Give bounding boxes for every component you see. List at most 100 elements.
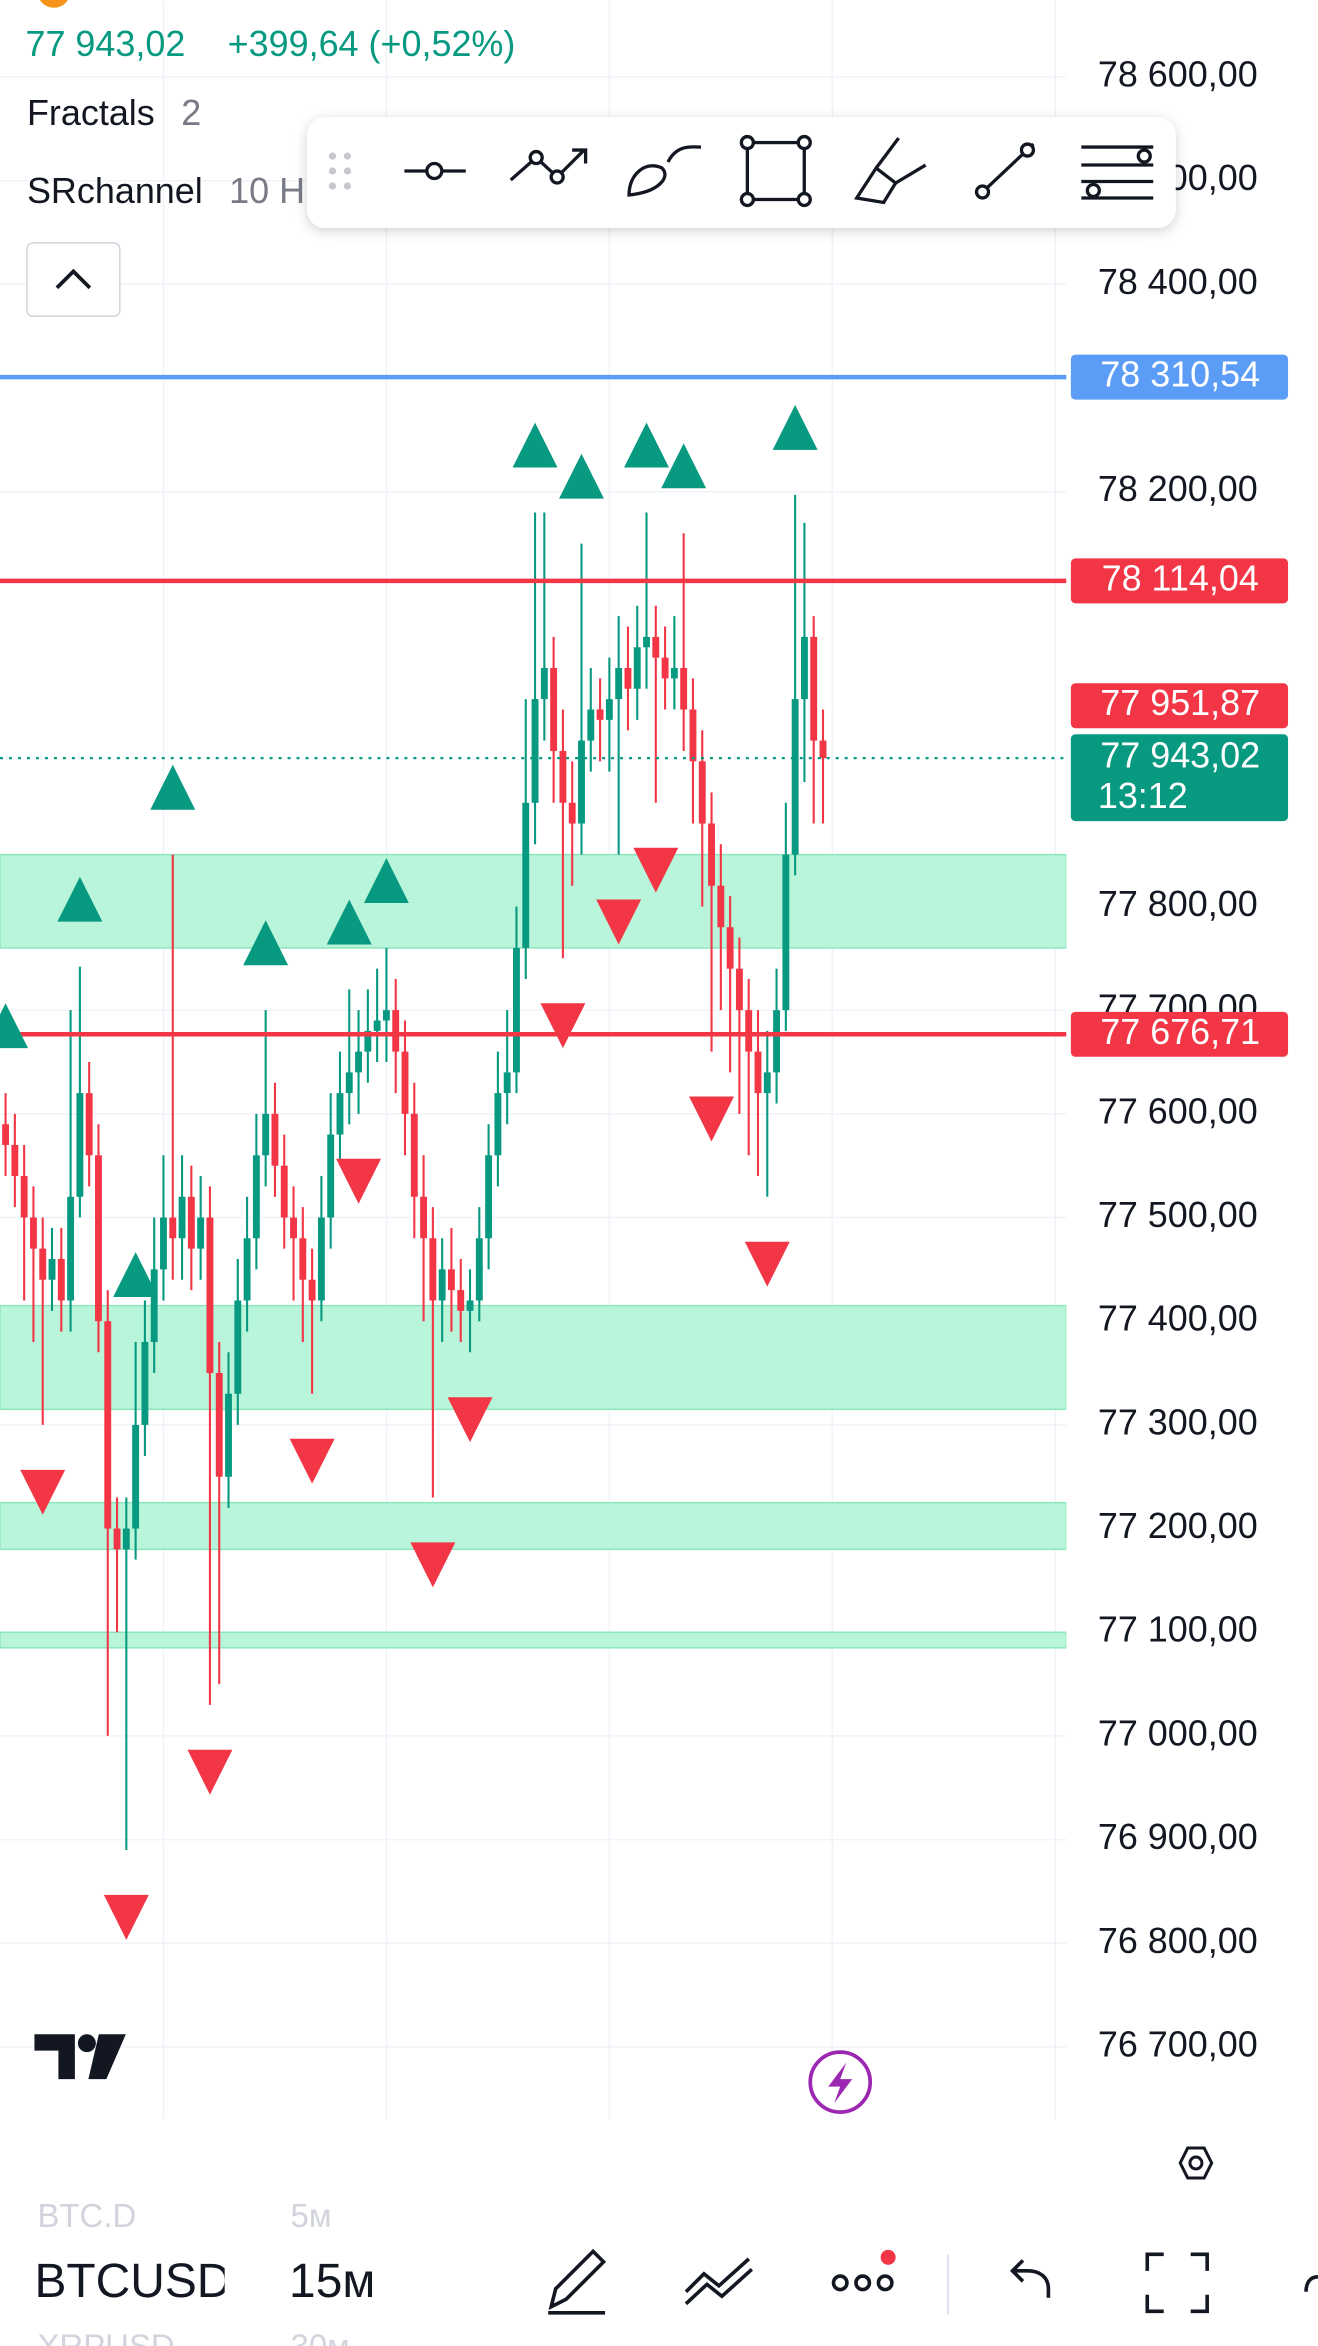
candle-body (39, 1248, 47, 1280)
candle-body (215, 1373, 223, 1477)
symbol[interactable]: BTCUSD (34, 2255, 231, 2308)
candle-body (615, 667, 623, 700)
lightning-button[interactable] (808, 2050, 873, 2114)
fractal-down (689, 1096, 735, 1142)
brush-tool[interactable] (627, 145, 701, 197)
sr-zone (0, 1501, 1067, 1551)
candle-body (280, 1165, 288, 1218)
price-label-box (1070, 558, 1289, 604)
candle-body (20, 1176, 28, 1218)
candle-body (661, 657, 669, 679)
candle-body (2, 1124, 10, 1145)
candle-body (745, 1010, 753, 1052)
candle-body (754, 1051, 762, 1094)
indicator-name[interactable]: Fractals (27, 92, 155, 133)
candle-body (11, 1144, 19, 1177)
rectangle-tool[interactable] (739, 134, 812, 208)
candle-body (773, 1010, 781, 1073)
candle-body (85, 1093, 93, 1156)
fullscreen-button[interactable] (1145, 2252, 1209, 2314)
draw-button[interactable] (548, 2248, 607, 2315)
fractal-down (187, 1749, 233, 1795)
x-tick-label: 06:00 (564, 2141, 654, 2182)
candle-body (503, 1072, 511, 1094)
indicator-name[interactable]: SRchannel (27, 170, 203, 211)
candle-body (345, 1072, 353, 1094)
candle-body (336, 1093, 344, 1135)
settings-button[interactable] (1178, 2146, 1214, 2180)
candle-body (540, 667, 548, 700)
candle-body (578, 740, 585, 824)
y-tick-label: 77 200,00 (1098, 1505, 1258, 1546)
more-button[interactable] (831, 2274, 894, 2292)
fractal-up (624, 422, 669, 468)
bottom-bar: BTC.D 5м BTCUSD 15м XRPUSD 30м (0, 2197, 1318, 2346)
candle-body (150, 1269, 158, 1342)
tradingview-logo[interactable] (34, 2034, 126, 2080)
candle-body (290, 1217, 297, 1239)
candle-body (197, 1217, 205, 1249)
fractal-down (289, 1438, 335, 1484)
candle-body (457, 1290, 465, 1311)
x-tick-label: 21 (366, 2141, 406, 2182)
y-tick-label: 78 400,00 (1098, 261, 1258, 302)
price-label: 77 676,71 (1100, 1011, 1260, 1052)
fractal-up (243, 920, 289, 966)
candle-body (438, 1269, 446, 1301)
indicators-button[interactable] (684, 2257, 754, 2306)
candle-body (652, 636, 660, 658)
interval[interactable]: 15м (289, 2255, 375, 2308)
collapse-button[interactable] (26, 242, 121, 318)
candle-body (726, 927, 734, 969)
fractal-down (596, 899, 642, 945)
candle-body (243, 1238, 251, 1301)
candle-body (698, 761, 706, 824)
indicator-params[interactable]: 10 H (229, 170, 305, 211)
x-tick-label: 18:00 (119, 2141, 209, 2182)
more-tools[interactable] (1304, 2275, 1318, 2292)
candle-body (800, 636, 808, 700)
candle-body (708, 823, 715, 886)
indicator-params[interactable]: 2 (181, 92, 201, 133)
highlighter-tool[interactable] (853, 137, 927, 205)
candle-body (587, 709, 595, 741)
candle-body (401, 1051, 409, 1114)
y-tick-label: 76 800,00 (1098, 1920, 1258, 1961)
candle-body (596, 709, 604, 720)
candle-body (160, 1217, 167, 1270)
drag-handle[interactable] (328, 152, 352, 190)
symbol-option[interactable]: XRPUSD (37, 2327, 174, 2346)
price-label-box (1070, 354, 1289, 400)
symbol-icon (39, 0, 68, 8)
candle-body (410, 1113, 418, 1197)
candle-body (466, 1300, 474, 1311)
undo-button[interactable] (1009, 2259, 1051, 2298)
candle-body (122, 1528, 130, 1550)
candle-body (420, 1196, 428, 1239)
fib-tool[interactable] (1081, 145, 1154, 200)
y-tick-label: 76 700,00 (1098, 2023, 1258, 2064)
candle-body (791, 699, 799, 855)
fractal-up (0, 1003, 29, 1049)
fractal-up (772, 404, 818, 450)
candle-body (262, 1113, 270, 1156)
interval-option[interactable]: 5м (291, 2197, 332, 2234)
trend-line-tool[interactable] (974, 142, 1036, 200)
fractal-down (540, 1003, 586, 1049)
candle-body (475, 1238, 483, 1301)
y-tick-label: 77 800,00 (1098, 883, 1258, 924)
price-label: 77 951,87 (1100, 682, 1260, 723)
notification-dot (880, 2249, 896, 2265)
interval-option[interactable]: 30м (291, 2327, 350, 2346)
candle-body (57, 1258, 65, 1301)
symbol-option[interactable]: BTC.D (37, 2197, 136, 2234)
horizontal-line-tool[interactable] (404, 161, 466, 181)
polyline-tool[interactable] (509, 148, 588, 185)
candle-body (763, 1072, 771, 1094)
candle-body (605, 699, 613, 720)
fractal-down (336, 1158, 382, 1204)
candle-body (670, 667, 678, 679)
fractal-down (633, 847, 679, 893)
